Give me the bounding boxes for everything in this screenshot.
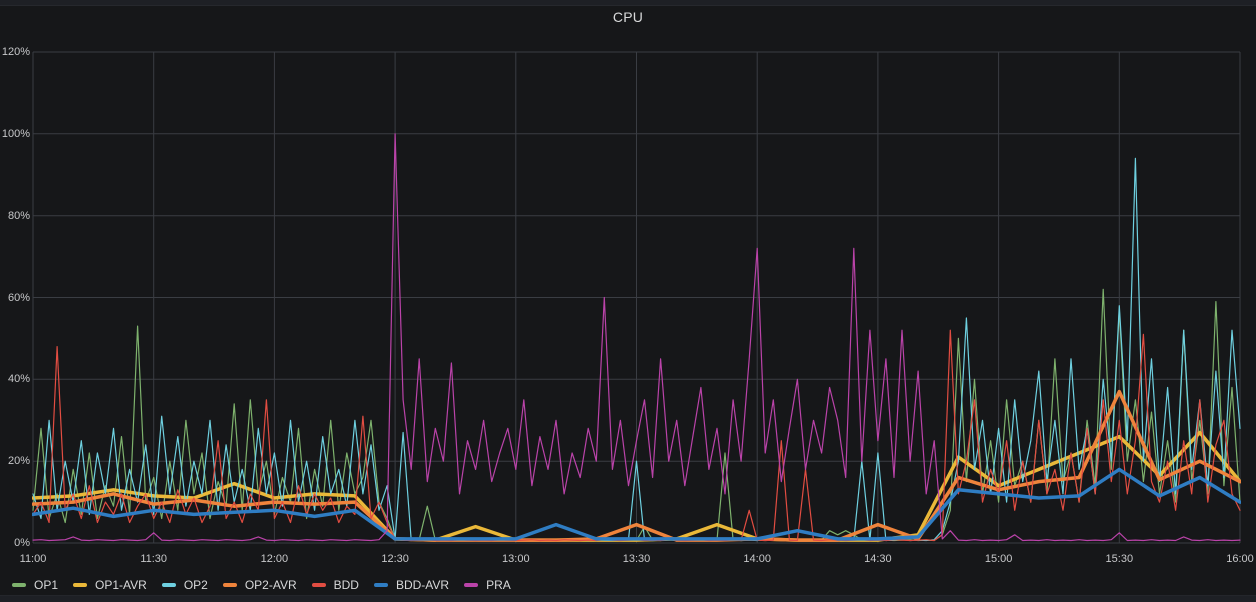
y-tick-label: 120%: [1, 46, 30, 58]
x-tick-label: 16:00: [1226, 553, 1254, 565]
legend-swatch-BDD-AVR: [373, 583, 388, 587]
series-OP2-AVR: [32, 389, 1241, 542]
legend: OP1 OP1-AVR OP2 OP2-AVR BDD BDD-AVR PRA: [12, 577, 511, 593]
panel-title: CPU: [612, 9, 644, 25]
series-BDD-AVR: [32, 467, 1241, 541]
x-tick-label: 14:00: [743, 553, 771, 565]
y-tick-label: 40%: [7, 373, 30, 386]
window-bottom-edge: [0, 595, 1256, 602]
y-tick-label: 100%: [1, 127, 30, 140]
x-tick-label: 13:30: [622, 553, 651, 565]
legend-item-OP1[interactable]: OP1: [12, 578, 58, 592]
x-tick-label: 15:30: [1105, 553, 1134, 565]
x-tick-label: 11:00: [19, 553, 47, 565]
legend-item-BDD-AVR[interactable]: BDD-AVR: [373, 578, 450, 592]
legend-label: PRA: [486, 578, 511, 592]
series-PRA: [32, 133, 1241, 542]
legend-item-PRA[interactable]: PRA: [464, 578, 511, 592]
y-tick-label: 20%: [7, 455, 30, 468]
x-tick-label: 13:00: [502, 553, 530, 565]
x-tick-label: 11:30: [140, 553, 168, 565]
legend-label: OP1: [34, 578, 59, 592]
legend-swatch-OP2: [161, 583, 176, 587]
legend-swatch-OP2-AVR: [222, 583, 237, 587]
legend-label: BDD: [333, 578, 359, 592]
legend-label: OP2: [183, 578, 208, 592]
x-tick-label: 12:30: [381, 553, 409, 565]
x-tick-label: 12:00: [260, 553, 289, 565]
legend-swatch-OP1-AVR: [73, 583, 88, 587]
legend-label: OP1-AVR: [95, 578, 147, 592]
x-tick-label: 15:00: [984, 553, 1013, 565]
y-tick-label: 60%: [7, 291, 30, 304]
legend-swatch-BDD: [311, 583, 326, 587]
window-top-edge: [0, 0, 1256, 6]
legend-label: OP2-AVR: [244, 578, 297, 592]
legend-item-BDD[interactable]: BDD: [311, 578, 359, 592]
y-tick-label: 80%: [7, 209, 30, 222]
legend-swatch-PRA: [464, 583, 479, 587]
legend-item-OP2[interactable]: OP2: [161, 578, 208, 592]
legend-swatch-OP1: [12, 583, 26, 587]
x-tick-label: 14:30: [864, 553, 892, 565]
legend-item-OP2-AVR[interactable]: OP2-AVR: [222, 578, 297, 592]
legend-item-OP1-AVR[interactable]: OP1-AVR: [73, 578, 147, 592]
y-tick-label: 0%: [14, 537, 30, 549]
legend-label: BDD-AVR: [395, 578, 450, 592]
